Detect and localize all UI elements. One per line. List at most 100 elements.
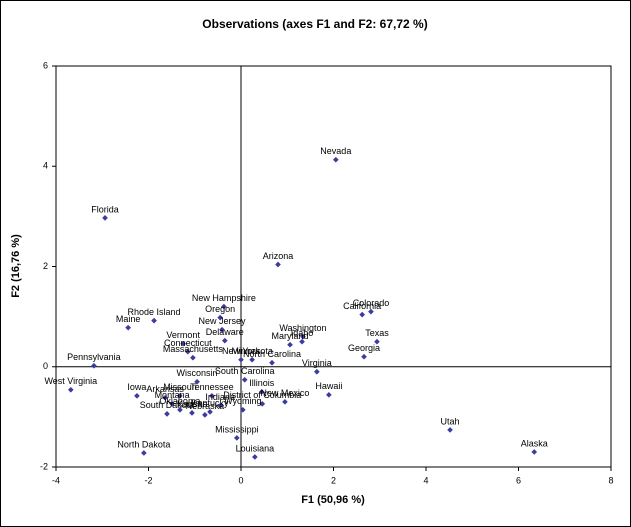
point [151, 317, 157, 324]
x-tick-label: 8 [608, 475, 613, 485]
point-label: Utah [441, 416, 460, 426]
point [241, 376, 248, 383]
point [180, 340, 187, 347]
point [259, 401, 266, 407]
point [177, 407, 183, 413]
point-label: Tennessee [190, 382, 234, 392]
point [177, 392, 183, 399]
point [359, 311, 366, 318]
point-label: Georgia [348, 343, 380, 353]
point-label: South Carolina [215, 366, 275, 376]
point [300, 333, 306, 340]
point-label: Maryland [272, 331, 309, 341]
point-label: Nevada [320, 146, 351, 156]
point-label: Vermont [166, 330, 200, 340]
point-label: Maine [116, 314, 141, 324]
point-label: Wyoming [224, 396, 261, 406]
point [67, 386, 74, 393]
point [299, 338, 305, 345]
point-label: Florida [91, 204, 119, 214]
point [249, 356, 255, 363]
point-label: Kentucky [191, 398, 229, 408]
x-tick-label: -2 [144, 475, 152, 485]
point [217, 314, 224, 321]
point-label: Kansas [177, 399, 208, 409]
point-label: Texas [365, 328, 389, 338]
point [221, 303, 227, 310]
point [531, 449, 538, 455]
point-label: Virginia [302, 358, 332, 368]
point [282, 399, 288, 405]
point [368, 308, 374, 315]
point [202, 412, 208, 418]
point-label: North Carolina [243, 349, 301, 359]
point-label: Nebraska [186, 401, 225, 411]
point [141, 450, 147, 456]
point-label: Minnesota [231, 346, 273, 356]
point-label: Washington [279, 323, 326, 333]
point [134, 392, 140, 399]
point-label: Alaska [521, 438, 548, 448]
point-label: South Dakota [140, 400, 195, 410]
point [194, 378, 200, 385]
point-label: New Hampshire [192, 293, 256, 303]
point-label: Montana [155, 390, 190, 400]
point [326, 391, 332, 398]
point-label: Idaho [291, 328, 314, 338]
point [374, 338, 380, 345]
point [234, 435, 240, 441]
point [162, 394, 168, 401]
x-tick-label: 0 [238, 475, 243, 485]
point [219, 326, 225, 333]
point [361, 353, 367, 360]
point-label: Iowa [127, 382, 146, 392]
point [240, 407, 246, 413]
point [269, 359, 275, 366]
y-tick-label: 2 [43, 261, 48, 271]
point [217, 403, 224, 409]
point [91, 362, 97, 369]
point-label: New Jersey [199, 316, 247, 326]
point-label: Delaware [206, 327, 244, 337]
point-label: Illinois [249, 378, 275, 388]
point [221, 337, 228, 344]
point-label: New Mexico [260, 388, 309, 398]
point-label: New York [222, 346, 261, 356]
y-tick-label: -2 [40, 461, 48, 471]
point [190, 354, 196, 361]
point-label: Rhode Island [128, 307, 181, 317]
point [169, 401, 175, 407]
point-label: Wisconsin [177, 368, 218, 378]
point-label: Hawaii [315, 381, 342, 391]
x-axis-label: F1 (50,96 %) [301, 494, 365, 506]
point-label: Missouri [163, 382, 197, 392]
point [238, 356, 244, 363]
point [258, 388, 265, 395]
point-label: District of Columbia [223, 390, 301, 400]
point-label: Louisiana [236, 443, 275, 453]
y-tick-label: 0 [43, 361, 48, 371]
y-tick-label: 4 [43, 161, 48, 171]
point [287, 341, 293, 348]
point-label: Oregon [205, 304, 235, 314]
point [332, 156, 339, 163]
point [252, 454, 258, 460]
point-label: North Dakota [117, 439, 170, 449]
point [184, 348, 191, 355]
point-label: Colorado [353, 298, 390, 308]
point-label: Arizona [263, 251, 294, 261]
point-label: Massachusetts [163, 344, 224, 354]
point-label: California [343, 301, 381, 311]
point-label: Pennsylvania [67, 352, 121, 362]
point [314, 368, 320, 375]
point [207, 409, 213, 415]
point [102, 215, 108, 221]
point [447, 427, 453, 433]
point-label: West Virginia [44, 376, 97, 386]
x-tick-label: 6 [516, 475, 521, 485]
point-label: Connecticut [164, 338, 212, 348]
point [164, 411, 170, 417]
point-label: Indiana [205, 392, 235, 402]
